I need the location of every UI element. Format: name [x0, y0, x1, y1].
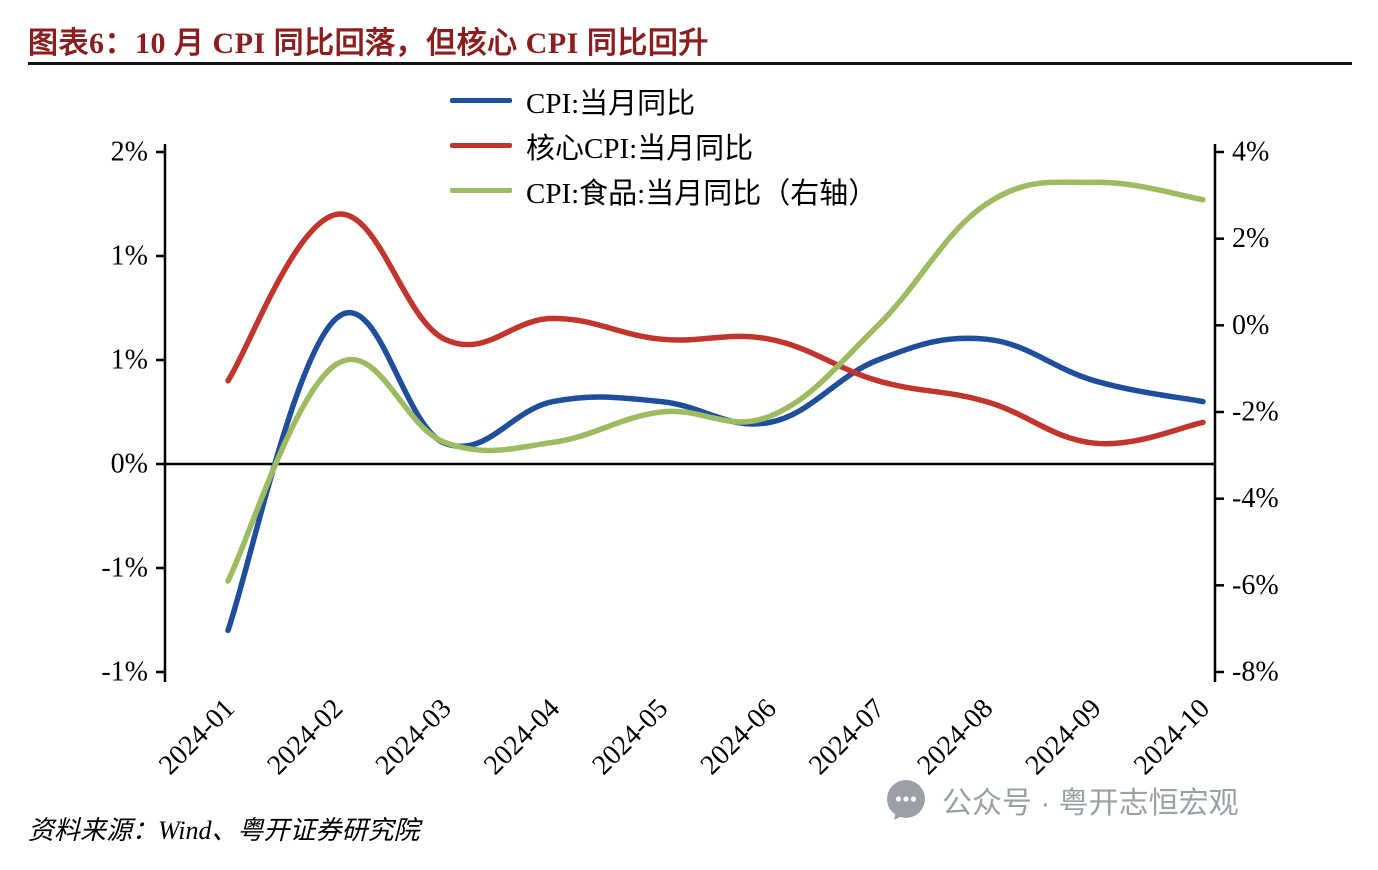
cpi-yoy-line — [225, 310, 1206, 634]
legend-item-food-cpi: CPI:食品:当月同比（右轴） — [450, 172, 878, 210]
page-title: 图表6：10 月 CPI 同比回落，但核心 CPI 同比回升 — [28, 27, 709, 60]
x-axis-label: 2024-04 — [478, 693, 566, 781]
cpi-line-swatch — [450, 98, 512, 103]
left-axis-label: 1% — [111, 241, 148, 272]
right-axis-label: 4% — [1232, 137, 1269, 168]
title-underline — [28, 62, 1352, 65]
x-axis-label: 2024-03 — [370, 693, 458, 781]
x-axis-label: 2024-05 — [586, 693, 674, 781]
right-axis-label: -2% — [1232, 397, 1279, 428]
right-axis-label: 0% — [1232, 310, 1269, 341]
legend-label-food-cpi: CPI:食品:当月同比（右轴） — [526, 177, 878, 210]
left-axis-label: -1% — [101, 553, 148, 584]
right-axis-label: 2% — [1232, 223, 1269, 254]
left-axis-label: 2% — [111, 137, 148, 168]
left-axis-label: -1% — [101, 657, 148, 688]
x-axis-label: 2024-07 — [803, 693, 891, 781]
left-axis-label: 1% — [111, 345, 148, 376]
legend-label-core-cpi: 核心CPI:当月同比 — [526, 132, 754, 165]
watermark-text: 公众号 · 粤开志恒宏观 — [942, 787, 1239, 820]
left-axis-label: 0% — [111, 449, 148, 480]
core-cpi-line-swatch — [450, 143, 512, 148]
right-axis-label: -8% — [1232, 657, 1279, 688]
watermark: 公众号 · 粤开志恒宏观 — [884, 778, 1239, 822]
legend-item-cpi: CPI:当月同比 — [450, 82, 877, 120]
right-axis-label: -6% — [1232, 570, 1279, 601]
right-axis-label: -4% — [1232, 483, 1279, 514]
x-axis-label: 2024-08 — [911, 693, 999, 781]
x-axis-label: 2024-09 — [1020, 693, 1108, 781]
x-axis-label: 2024-10 — [1128, 693, 1216, 781]
food-cpi-yoy-line — [225, 179, 1206, 584]
food-cpi-line-swatch — [450, 188, 512, 193]
legend-label-cpi: CPI:当月同比 — [526, 87, 696, 120]
x-axis-label: 2024-01 — [153, 693, 241, 781]
wechat-account-icon — [884, 778, 928, 822]
source-note: 资料来源：Wind、粤开证券研究院 — [28, 816, 420, 845]
chart-legend: CPI:当月同比 核心CPI:当月同比 CPI:食品:当月同比（右轴） — [450, 82, 878, 210]
legend-item-core-cpi: 核心CPI:当月同比 — [450, 127, 877, 165]
core-cpi-yoy-line — [225, 211, 1206, 447]
x-axis-label: 2024-06 — [695, 693, 783, 781]
x-axis-label: 2024-02 — [261, 693, 349, 781]
